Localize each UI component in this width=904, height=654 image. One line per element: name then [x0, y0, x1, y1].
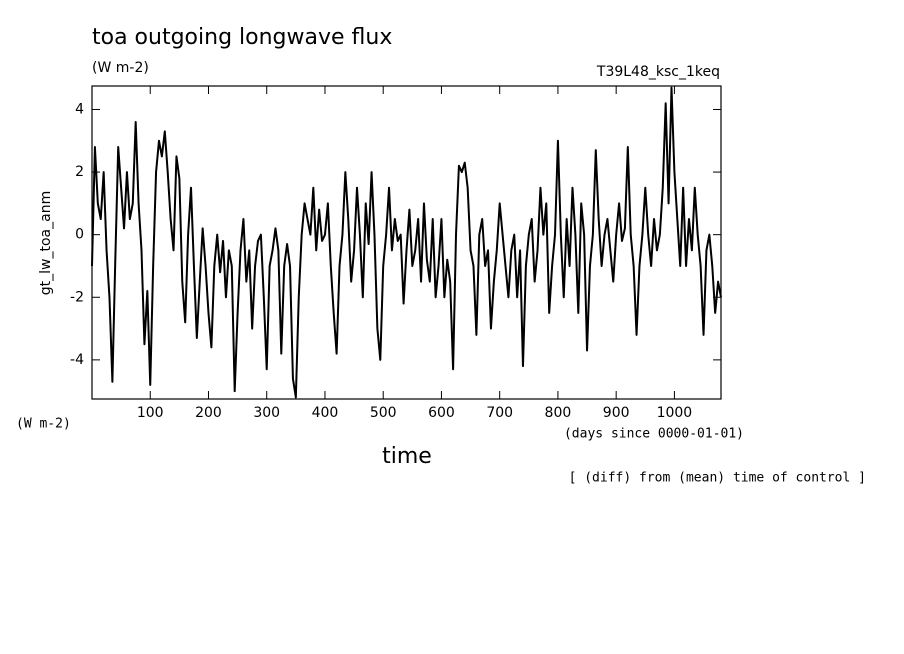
x-units: (days since 0000-01-01) [564, 427, 744, 442]
y-tick-label: 4 [75, 101, 84, 117]
x-tick-label: 600 [428, 405, 455, 421]
x-tick-label: 900 [603, 405, 630, 421]
y-tick-label: -2 [70, 289, 84, 305]
note: [ (diff) from (mean) time of control ] [569, 471, 866, 486]
x-axis-label: time [382, 444, 432, 469]
x-tick-label: 700 [486, 405, 513, 421]
x-tick-label: 200 [195, 405, 222, 421]
y-units: (W m-2) [16, 417, 71, 432]
x-tick-label: 100 [137, 405, 164, 421]
y-tick-label: -4 [70, 352, 84, 368]
data-line [91, 86, 722, 399]
x-tick-label: 400 [312, 405, 339, 421]
chart-title: toa outgoing longwave flux [92, 25, 392, 50]
x-tick-label: 300 [253, 405, 280, 421]
x-tick-label: 800 [545, 405, 572, 421]
chart-subtitle: (W m-2) [92, 60, 149, 76]
y-axis-label: gt_lw_toa_anm [38, 191, 54, 295]
x-tick-label: 500 [370, 405, 397, 421]
x-tick-label: 1000 [657, 405, 693, 421]
y-tick-label: 0 [75, 227, 84, 243]
run-label: T39L48_ksc_1keq [596, 64, 720, 80]
y-tick-label: 2 [75, 164, 84, 180]
